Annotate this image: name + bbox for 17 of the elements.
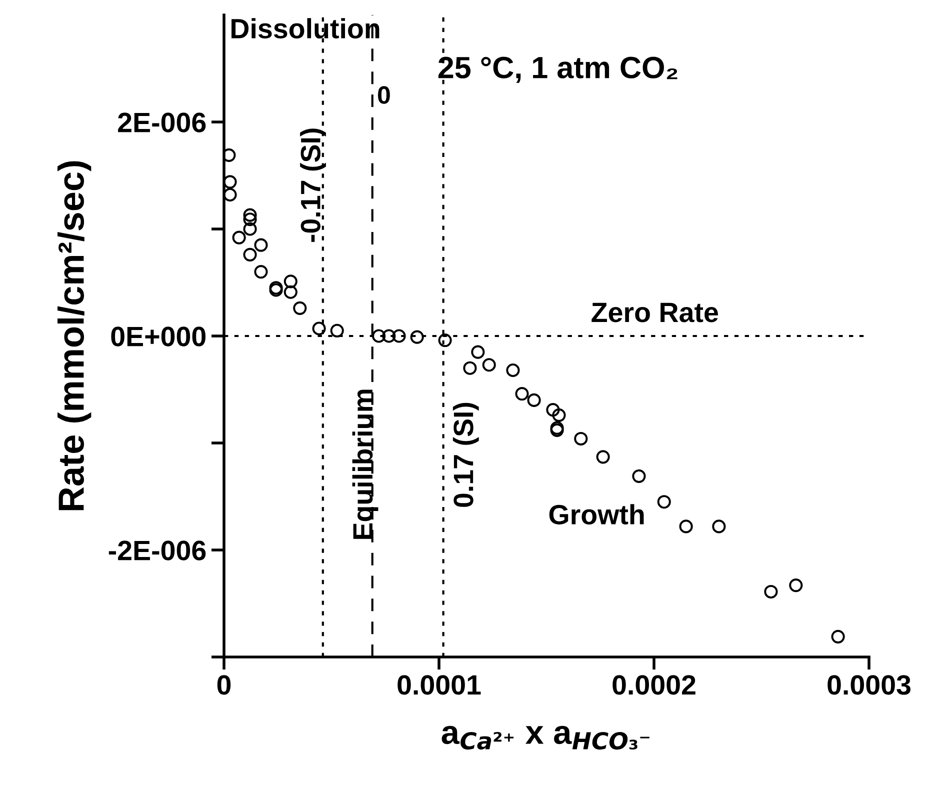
x-tick-label: 0.0002 bbox=[612, 675, 696, 695]
x-axis-title: a$_{Ca²⁺}$ x a$_{HCO₃⁻}$ bbox=[442, 726, 650, 750]
ref-line-label: Equilibrium bbox=[352, 390, 378, 539]
ref-line-label: -0.17 (SI) bbox=[300, 128, 326, 242]
annotation: Dissolution bbox=[232, 18, 380, 39]
x-tick-label: 0 bbox=[217, 675, 231, 695]
annotation: Growth bbox=[549, 504, 644, 524]
y-tick-label: -2E-006 bbox=[108, 540, 206, 560]
y-axis-title: Rate (mmol/cm²/sec) bbox=[57, 161, 92, 510]
y-tick-label: 2E-006 bbox=[118, 112, 206, 132]
annotation: 25 °C, 1 atm CO₂ bbox=[438, 56, 678, 83]
ref-line-label: 0.17 (SI) bbox=[452, 402, 479, 507]
annotation: 0 bbox=[378, 86, 390, 104]
ref-line-label: Zero Rate bbox=[592, 302, 718, 322]
y-tick-label: 0E+000 bbox=[111, 326, 206, 346]
x-tick-label: 0.0003 bbox=[828, 675, 910, 695]
x-tick-label: 0.0001 bbox=[398, 675, 481, 695]
